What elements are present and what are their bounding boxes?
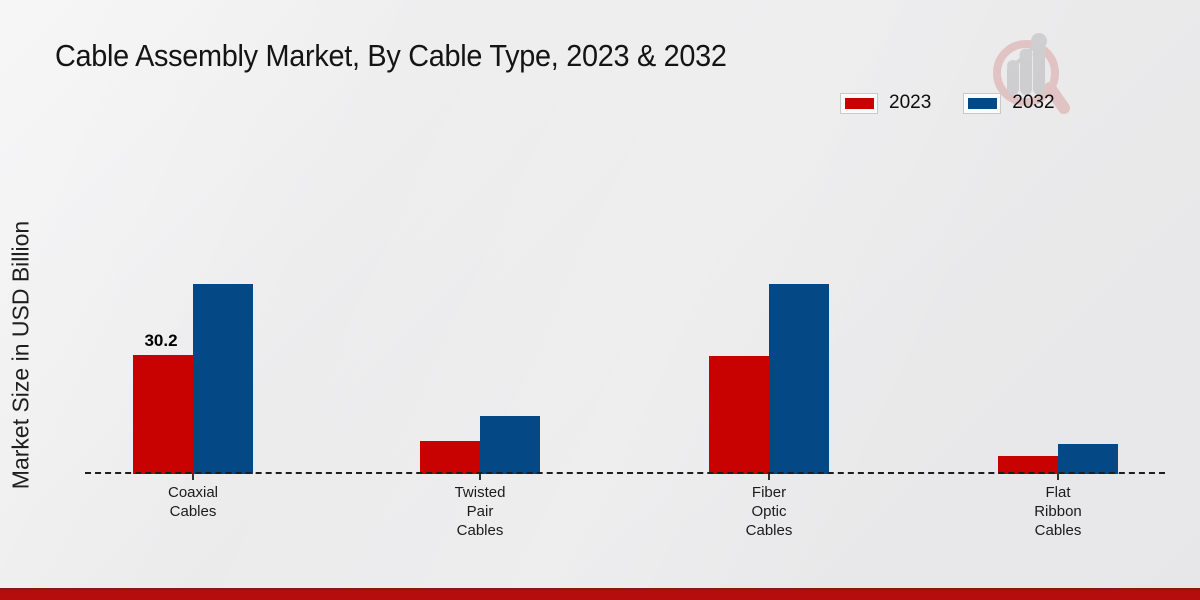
category-label-fiber-optic-cables: Fiber Optic Cables (745, 484, 793, 539)
footer-accent-bar (0, 588, 1200, 600)
bar-2023-fiber-optic-cables (709, 356, 769, 474)
legend-label: 2032 (1012, 92, 1055, 113)
x-axis-tick (1057, 474, 1059, 480)
category-label-coaxial-cables: Coaxial Cables (167, 484, 219, 520)
bar-data-label-coaxial-cables: 30.2 (144, 331, 178, 350)
bar-2023-twisted-pair-cables (420, 441, 480, 474)
bar-2023-flat-ribbon-cables (998, 456, 1058, 474)
magnifier-growth-chart-logo-icon (993, 33, 1070, 114)
legend: 2023 2032 (840, 92, 1055, 114)
category-label-flat-ribbon-cables: Flat Ribbon Cables (1034, 484, 1082, 539)
bar-2032-flat-ribbon-cables (1058, 444, 1118, 474)
bar-2023-coaxial-cables (133, 355, 193, 474)
bar-2032-twisted-pair-cables (480, 416, 540, 474)
legend-swatch-2032 (967, 97, 997, 109)
x-axis-tick (768, 474, 770, 480)
legend-item-2023: 2023 (840, 92, 931, 114)
x-axis-tick (479, 474, 481, 480)
x-axis-tick (192, 474, 194, 480)
baseline-dashed-line (85, 472, 1165, 474)
bar-2032-coaxial-cables (193, 284, 253, 474)
chart-title: Cable Assembly Market, By Cable Type, 20… (55, 38, 727, 73)
legend-chip (840, 92, 878, 114)
bar-2032-fiber-optic-cables (769, 284, 829, 474)
legend-swatch-2023 (844, 97, 874, 109)
category-label-twisted-pair-cables: Twisted Pair Cables (454, 484, 506, 539)
legend-item-2032: 2032 (963, 92, 1055, 114)
legend-chip (963, 92, 1002, 114)
legend-label: 2023 (889, 92, 932, 113)
